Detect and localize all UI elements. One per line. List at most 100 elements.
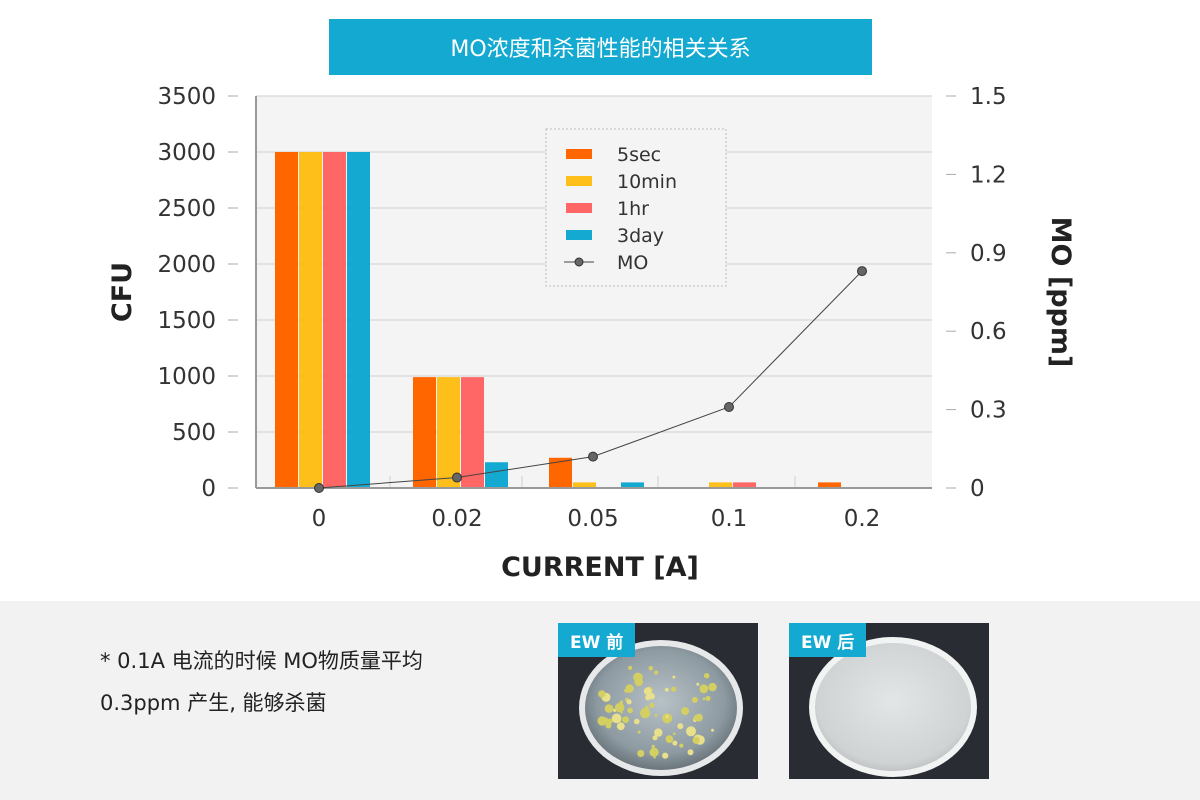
legend-label-1hr: 1hr bbox=[617, 198, 649, 220]
legend-swatch-10min bbox=[566, 176, 592, 186]
legend-label-3day: 3day bbox=[617, 225, 664, 247]
colony bbox=[654, 670, 659, 675]
y2-tick-label: 0.6 bbox=[970, 319, 1007, 345]
legend-swatch-5sec bbox=[566, 149, 592, 159]
x-tick-label: 0.02 bbox=[431, 506, 482, 532]
colony bbox=[696, 682, 700, 686]
chart: 0 500 1000 1500 2000 2500 3000 3500 0 0.3 0.6 0.9 1.… bbox=[107, 84, 1076, 583]
colony bbox=[654, 728, 663, 737]
colony bbox=[653, 756, 656, 759]
colony bbox=[702, 697, 706, 701]
colony bbox=[708, 682, 717, 692]
y-tick-label: 1000 bbox=[157, 364, 216, 390]
bar-3day-0.02 bbox=[485, 462, 508, 488]
legend-label-10min: 10min bbox=[617, 171, 677, 193]
legend-label-MO: MO bbox=[617, 252, 648, 274]
colony bbox=[622, 716, 629, 723]
colony bbox=[681, 707, 690, 716]
colony bbox=[597, 716, 607, 726]
colony bbox=[627, 707, 633, 714]
y2-tick-label: 0.9 bbox=[970, 241, 1007, 267]
colony bbox=[634, 677, 643, 687]
colony bbox=[645, 694, 651, 701]
note-text: * 0.1A 电流的时候 MO物质量平均 0.3ppm 产生, 能够杀菌 bbox=[100, 640, 423, 724]
colony bbox=[673, 732, 676, 736]
colony bbox=[672, 675, 676, 679]
note-line-1: * 0.1A 电流的时候 MO物质量平均 bbox=[100, 649, 423, 673]
after-label: EW 后 bbox=[789, 623, 867, 657]
bar-5sec-0.02 bbox=[413, 377, 436, 488]
colony bbox=[625, 684, 634, 693]
y-tick-label: 2500 bbox=[157, 196, 216, 222]
x-tick-label: 0.05 bbox=[567, 506, 618, 532]
bar-10min-0.02 bbox=[437, 377, 460, 488]
mo-point-0.1 bbox=[724, 401, 734, 412]
y-tick-label: 3500 bbox=[157, 84, 216, 110]
y2-tick-label: 0.3 bbox=[970, 398, 1007, 424]
x-tick-label: 0.1 bbox=[711, 506, 748, 532]
colony bbox=[654, 714, 658, 717]
colony bbox=[693, 714, 700, 721]
y-tick-label: 2000 bbox=[157, 252, 216, 278]
bar-3day-0.05 bbox=[621, 482, 644, 488]
colony bbox=[604, 704, 614, 713]
colony bbox=[607, 718, 613, 724]
bar-10min-0.05 bbox=[573, 482, 596, 488]
colony bbox=[665, 715, 669, 719]
mo-point-0.05 bbox=[588, 451, 598, 462]
colony bbox=[687, 749, 694, 756]
y2-tick-label: 1.2 bbox=[970, 162, 1007, 188]
colony bbox=[643, 687, 652, 696]
x-tick-label: 0.2 bbox=[844, 506, 881, 532]
bar-3day-0 bbox=[347, 152, 370, 488]
bar-1hr-0 bbox=[323, 152, 346, 488]
y2-axis-label: MO [ppm] bbox=[1045, 217, 1076, 368]
x-axis-label: CURRENT [A] bbox=[501, 552, 699, 583]
colony bbox=[616, 722, 625, 731]
colony bbox=[705, 696, 711, 701]
colony bbox=[634, 718, 640, 725]
colony bbox=[704, 673, 710, 679]
colony bbox=[598, 690, 606, 698]
legend-swatch-1hr bbox=[566, 203, 592, 213]
bar-5sec-0.05 bbox=[549, 457, 572, 488]
colony bbox=[672, 740, 678, 746]
bacteria-colonies bbox=[597, 665, 717, 759]
colony bbox=[649, 702, 655, 708]
colony bbox=[686, 726, 696, 737]
note-line-2: 0.3ppm 产生, 能够杀菌 bbox=[100, 691, 327, 715]
colony bbox=[651, 744, 655, 749]
colony bbox=[671, 686, 677, 692]
colony bbox=[624, 689, 628, 693]
bar-5sec-0 bbox=[275, 152, 298, 488]
legend-label-5sec: 5sec bbox=[617, 144, 661, 166]
bar-10min-0 bbox=[299, 152, 322, 488]
colony bbox=[637, 749, 645, 758]
colony bbox=[648, 665, 654, 671]
x-tick-label: 0 bbox=[312, 506, 327, 532]
bar-10min-0.1 bbox=[709, 482, 732, 488]
y-tick-label: 3000 bbox=[157, 140, 216, 166]
y2-tick-label: 0 bbox=[970, 476, 985, 502]
bar-5sec-0.2 bbox=[818, 482, 841, 488]
chart-title: MO浓度和杀菌性能的相关关系 bbox=[329, 19, 872, 75]
before-label: EW 前 bbox=[558, 623, 636, 657]
colony bbox=[662, 713, 673, 724]
y-tick-label: 500 bbox=[172, 420, 216, 446]
mo-point-0.2 bbox=[857, 266, 867, 277]
y2-tick-label: 1.5 bbox=[970, 84, 1007, 110]
legend-swatch-marker-MO bbox=[574, 257, 584, 267]
y-tick-label: 1500 bbox=[157, 308, 216, 334]
legend-swatch-3day bbox=[566, 230, 592, 240]
colony bbox=[665, 735, 674, 743]
colony bbox=[637, 730, 641, 734]
colony bbox=[652, 735, 658, 741]
colony bbox=[662, 752, 669, 759]
colony bbox=[611, 713, 622, 724]
colony bbox=[615, 702, 625, 713]
petri-dish-before-image: EW 前 bbox=[558, 623, 758, 779]
colony bbox=[692, 736, 700, 744]
colony bbox=[679, 743, 684, 748]
mo-point-0.02 bbox=[452, 472, 462, 483]
bar-1hr-0.02 bbox=[461, 377, 484, 488]
